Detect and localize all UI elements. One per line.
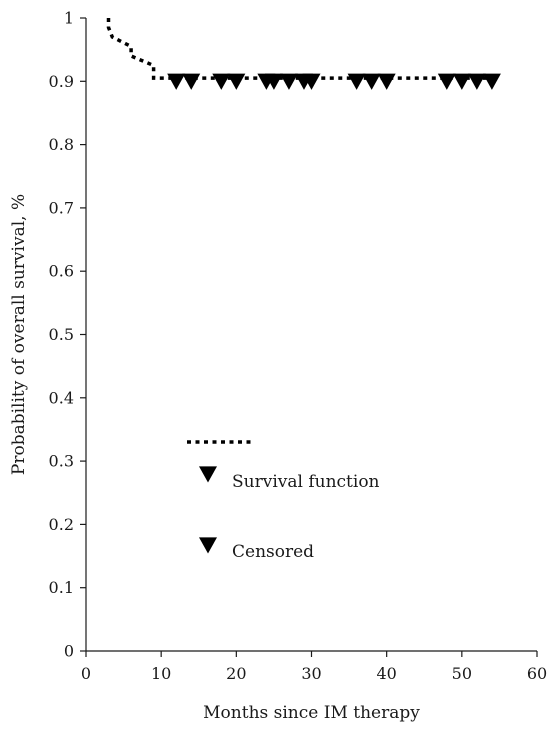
censored-marker <box>182 73 201 90</box>
x-tick-label: 60 <box>527 664 547 683</box>
y-axis-title: Probability of overall survival, % <box>9 194 29 475</box>
censored-marker <box>302 73 321 90</box>
y-tick-label: 0.8 <box>49 135 74 154</box>
censored-marker <box>362 73 381 90</box>
legend: Survival function Censored <box>187 440 380 562</box>
legend-marker-survival <box>199 466 217 483</box>
x-ticks: 0 10 20 30 40 50 60 <box>81 651 547 683</box>
y-tick-label: 0.5 <box>49 325 74 344</box>
series <box>106 18 500 80</box>
censored-marker <box>467 73 486 90</box>
censored-marker <box>167 73 186 90</box>
y-tick-label: 0.4 <box>49 388 74 407</box>
y-tick-label: 0.6 <box>49 262 74 281</box>
x-tick-label: 0 <box>81 664 91 683</box>
censored-marker <box>377 73 396 90</box>
survival-function-line <box>106 18 500 80</box>
censored-marker <box>437 73 456 90</box>
x-axis-title: Months since IM therapy <box>203 703 420 723</box>
x-tick-label: 30 <box>301 664 321 683</box>
y-tick-label: 0.3 <box>49 452 74 471</box>
censored-marker <box>227 73 246 90</box>
censored-marker <box>452 73 471 90</box>
censored-marker <box>212 73 231 90</box>
y-tick-label: 0.9 <box>49 72 74 91</box>
x-tick-label: 40 <box>376 664 396 683</box>
legend-marker-censored <box>199 537 217 554</box>
censored-marker <box>482 73 501 90</box>
censored-marker <box>264 73 283 90</box>
y-tick-label: 0.1 <box>49 578 74 597</box>
censored-marker <box>279 73 298 90</box>
legend-label-survival: Survival function <box>232 472 380 492</box>
y-tick-label: 0.2 <box>49 515 74 534</box>
censored-marker <box>347 73 366 90</box>
y-tick-label: 0 <box>64 642 74 661</box>
legend-label-censored: Censored <box>232 542 314 562</box>
censored-markers <box>167 73 501 90</box>
y-tick-label: 1 <box>64 9 74 28</box>
y-ticks: 0 0.1 0.2 0.3 0.4 0.5 0.6 0.7 0.8 0.9 1 <box>49 9 86 661</box>
x-tick-label: 10 <box>151 664 171 683</box>
y-tick-label: 0.7 <box>49 198 74 217</box>
x-tick-label: 20 <box>226 664 246 683</box>
x-tick-label: 50 <box>452 664 472 683</box>
